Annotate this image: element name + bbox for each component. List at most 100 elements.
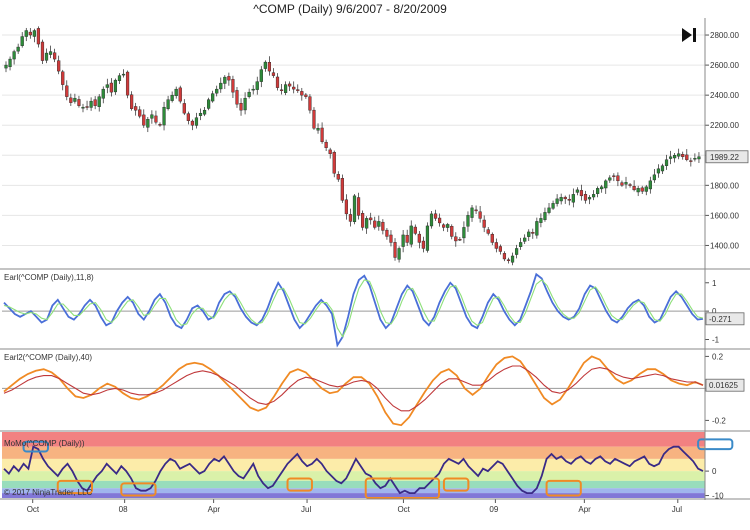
candle-body	[539, 218, 543, 223]
candle-body	[575, 189, 579, 193]
candle-body	[239, 103, 243, 111]
last-value-tag: 0.01625	[705, 378, 745, 392]
jump-to-end-icon[interactable]	[682, 28, 696, 42]
panel-label: Earl(^COMP (Daily),11,8)	[4, 273, 94, 282]
candle-body	[458, 239, 462, 241]
candle-body	[259, 69, 263, 82]
candle-body	[292, 86, 296, 90]
candle-body	[134, 106, 138, 111]
highlight-box	[545, 479, 582, 497]
candle-body	[219, 82, 223, 90]
candle-body	[150, 114, 154, 119]
momo-panel: 0 -10 MoMo(^COMP (Daily)) © 2017 NinjaTrade…	[2, 432, 734, 501]
candle-body	[446, 224, 450, 228]
candle-body	[620, 182, 624, 186]
last-price-label: 1989.22	[710, 153, 739, 162]
y-tick-label: 0	[712, 467, 717, 476]
y-tick-label: 2400.00	[710, 91, 739, 100]
time-axis: Oct 08 Apr Jul Oct 09 Apr Jul	[27, 499, 682, 514]
candle-body	[174, 88, 178, 97]
momo-line	[3, 445, 704, 495]
candle-body	[20, 36, 24, 46]
candle-body	[563, 196, 567, 200]
candle-body	[101, 88, 105, 99]
candle-body	[361, 213, 365, 228]
zone-band	[2, 493, 705, 498]
candle-body	[567, 198, 571, 201]
candle-body	[377, 221, 381, 227]
candle-body	[535, 221, 539, 236]
candle-body	[527, 231, 531, 237]
x-tick-label: 08	[119, 505, 128, 514]
candle-body	[636, 188, 640, 193]
last-value-label: 0.01625	[709, 381, 738, 390]
candle-body	[154, 115, 158, 123]
candle-body	[652, 174, 656, 181]
zone-band	[2, 432, 705, 447]
candle-body	[429, 213, 434, 227]
last-value-tag: -0.271	[705, 312, 745, 326]
candle-body	[660, 165, 665, 172]
candle-body	[498, 246, 502, 252]
candle-body	[697, 156, 701, 160]
candle-body	[551, 203, 555, 209]
candle-body	[186, 113, 190, 121]
candle-body	[644, 186, 648, 192]
candle-body	[117, 75, 122, 81]
candle-body	[340, 178, 344, 201]
candle-body	[296, 89, 300, 91]
candle-body	[421, 240, 425, 249]
candle-body	[324, 141, 328, 148]
candle-body	[413, 226, 417, 234]
candle-body	[628, 184, 632, 186]
candle-body	[170, 94, 174, 101]
candle-body	[612, 175, 616, 177]
candle-body	[510, 255, 515, 263]
y-tick-label: -1	[712, 335, 720, 344]
candle-body	[547, 207, 551, 213]
candle-body	[433, 213, 438, 219]
candle-body	[69, 97, 73, 103]
candle-body	[677, 153, 681, 157]
candle-body	[397, 248, 401, 260]
candle-body	[77, 99, 81, 106]
candle-body	[36, 28, 41, 45]
candle-body	[44, 52, 49, 61]
candle-body	[437, 217, 442, 224]
highlight-box	[22, 440, 49, 453]
candle-body	[255, 81, 259, 90]
x-tick-label: Jul	[301, 505, 311, 514]
candle-body	[251, 88, 255, 91]
y-tick-label: 1800.00	[710, 181, 739, 190]
candle-body	[587, 197, 592, 200]
candle-body	[381, 221, 385, 231]
candle-body	[81, 106, 85, 109]
candle-body	[308, 96, 312, 111]
candle-body	[32, 30, 36, 37]
candle-body	[348, 214, 353, 222]
y-tick-label: 1	[712, 279, 717, 288]
candle-body	[604, 180, 608, 189]
candle-body	[494, 242, 498, 249]
candle-body	[454, 236, 458, 242]
candle-body	[648, 180, 652, 190]
candle-body	[502, 253, 507, 260]
candle-body	[466, 215, 470, 227]
candle-body	[211, 93, 215, 102]
candle-body	[162, 106, 166, 126]
candle-body	[231, 79, 235, 93]
zone-band	[2, 488, 705, 494]
candle-body	[316, 128, 320, 131]
candle-body	[482, 219, 486, 228]
candle-body	[596, 188, 600, 194]
candle-body	[146, 118, 150, 128]
zone-band	[2, 480, 705, 489]
last-price-tag: 1989.22	[705, 150, 749, 164]
candle-body	[125, 71, 130, 96]
candle-body	[693, 158, 697, 160]
candle-body	[369, 217, 373, 221]
candle-body	[356, 197, 361, 216]
candle-body	[16, 46, 20, 52]
candle-body	[275, 76, 280, 88]
